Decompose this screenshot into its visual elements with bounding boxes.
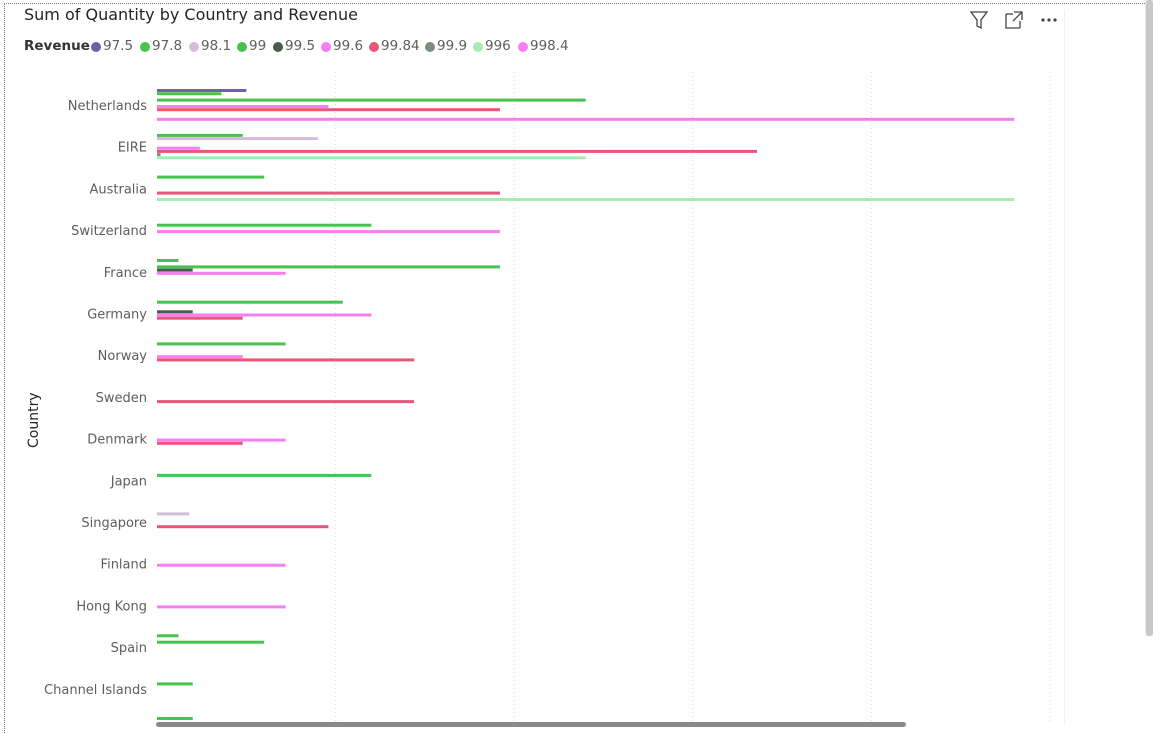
category-label: France (104, 266, 147, 281)
visual-border (1064, 10, 1065, 725)
category-label: Channel Islands (44, 683, 147, 698)
bar[interactable] (157, 682, 193, 686)
category-label: Denmark (87, 433, 147, 448)
visual-container (4, 3, 1149, 733)
legend-label: 998.4 (530, 38, 569, 54)
category-label: Sweden (96, 391, 147, 406)
bar[interactable] (157, 563, 286, 567)
bar[interactable] (157, 525, 329, 529)
bar[interactable] (157, 605, 286, 609)
bar[interactable] (157, 137, 318, 141)
bar[interactable] (157, 89, 247, 92)
bar[interactable] (157, 640, 265, 644)
bar[interactable] (157, 117, 1015, 121)
category-label: Japan (110, 474, 147, 489)
legend-dot (189, 42, 199, 52)
legend-label: 99.6 (333, 38, 364, 54)
more-options-icon[interactable] (1038, 9, 1060, 31)
bar[interactable] (157, 268, 193, 272)
legend-dot (273, 42, 283, 52)
bar[interactable] (157, 175, 265, 179)
bar[interactable] (157, 156, 586, 160)
bar[interactable] (157, 198, 1015, 201)
bar[interactable] (157, 438, 286, 442)
vertical-scrollbar[interactable] (1146, 0, 1153, 636)
legend-label: 98.1 (201, 38, 232, 54)
category-label: Netherlands (68, 99, 147, 114)
legend-dot (321, 42, 331, 52)
bar[interactable] (157, 149, 758, 153)
legend-dot (91, 42, 101, 52)
category-label: Hong Kong (76, 599, 147, 614)
bar[interactable] (157, 355, 243, 359)
bar[interactable] (157, 108, 500, 112)
legend-label: 99.84 (381, 38, 420, 54)
legend-dot (237, 42, 247, 52)
focus-mode-icon[interactable] (1003, 9, 1025, 31)
bar[interactable] (157, 342, 286, 346)
bar[interactable] (157, 92, 222, 96)
legend-dot (473, 42, 483, 52)
category-label: Singapore (81, 516, 147, 531)
legend-label: 99.9 (437, 38, 468, 54)
category-label: Germany (87, 308, 147, 323)
bar[interactable] (157, 473, 372, 477)
bar[interactable] (157, 441, 243, 445)
bar[interactable] (157, 310, 193, 314)
bar[interactable] (157, 400, 415, 404)
legend-label: 97.5 (103, 38, 134, 54)
category-label: EIRE (118, 141, 147, 156)
bar[interactable] (157, 358, 415, 362)
chart-title: Sum of Quantity by Country and Revenue (24, 5, 358, 24)
bar[interactable] (157, 271, 286, 275)
legend-dot (425, 42, 435, 52)
filter-icon[interactable] (968, 9, 990, 31)
bar[interactable] (157, 153, 161, 157)
bar[interactable] (157, 259, 179, 262)
bar[interactable] (157, 265, 500, 269)
legend-label: 97.8 (152, 38, 183, 54)
legend-dot (518, 42, 528, 52)
bar[interactable] (157, 300, 343, 304)
bar[interactable] (157, 634, 179, 638)
legend-dot (140, 42, 150, 52)
category-label: Australia (89, 182, 147, 197)
bar[interactable] (157, 717, 193, 720)
legend-label: 99.5 (285, 38, 316, 54)
bar[interactable] (157, 230, 500, 234)
bar[interactable] (157, 316, 243, 320)
bar[interactable] (157, 191, 500, 195)
visual-header (968, 9, 1064, 31)
horizontal-scrollbar[interactable] (156, 722, 906, 727)
category-label: Norway (98, 349, 148, 364)
bar[interactable] (157, 223, 372, 227)
bar[interactable] (157, 133, 243, 137)
legend-title: Revenue (24, 38, 90, 54)
legend-label: 996 (485, 38, 511, 54)
legend-dot (369, 42, 379, 52)
bar[interactable] (157, 512, 190, 516)
bar[interactable] (157, 98, 586, 102)
bar[interactable] (157, 313, 372, 317)
bar[interactable] (157, 146, 200, 150)
legend-label: 99 (249, 38, 267, 54)
category-label: Spain (111, 641, 147, 656)
category-label: Finland (101, 558, 147, 573)
bar[interactable] (157, 105, 329, 108)
category-label: Switzerland (71, 224, 147, 239)
